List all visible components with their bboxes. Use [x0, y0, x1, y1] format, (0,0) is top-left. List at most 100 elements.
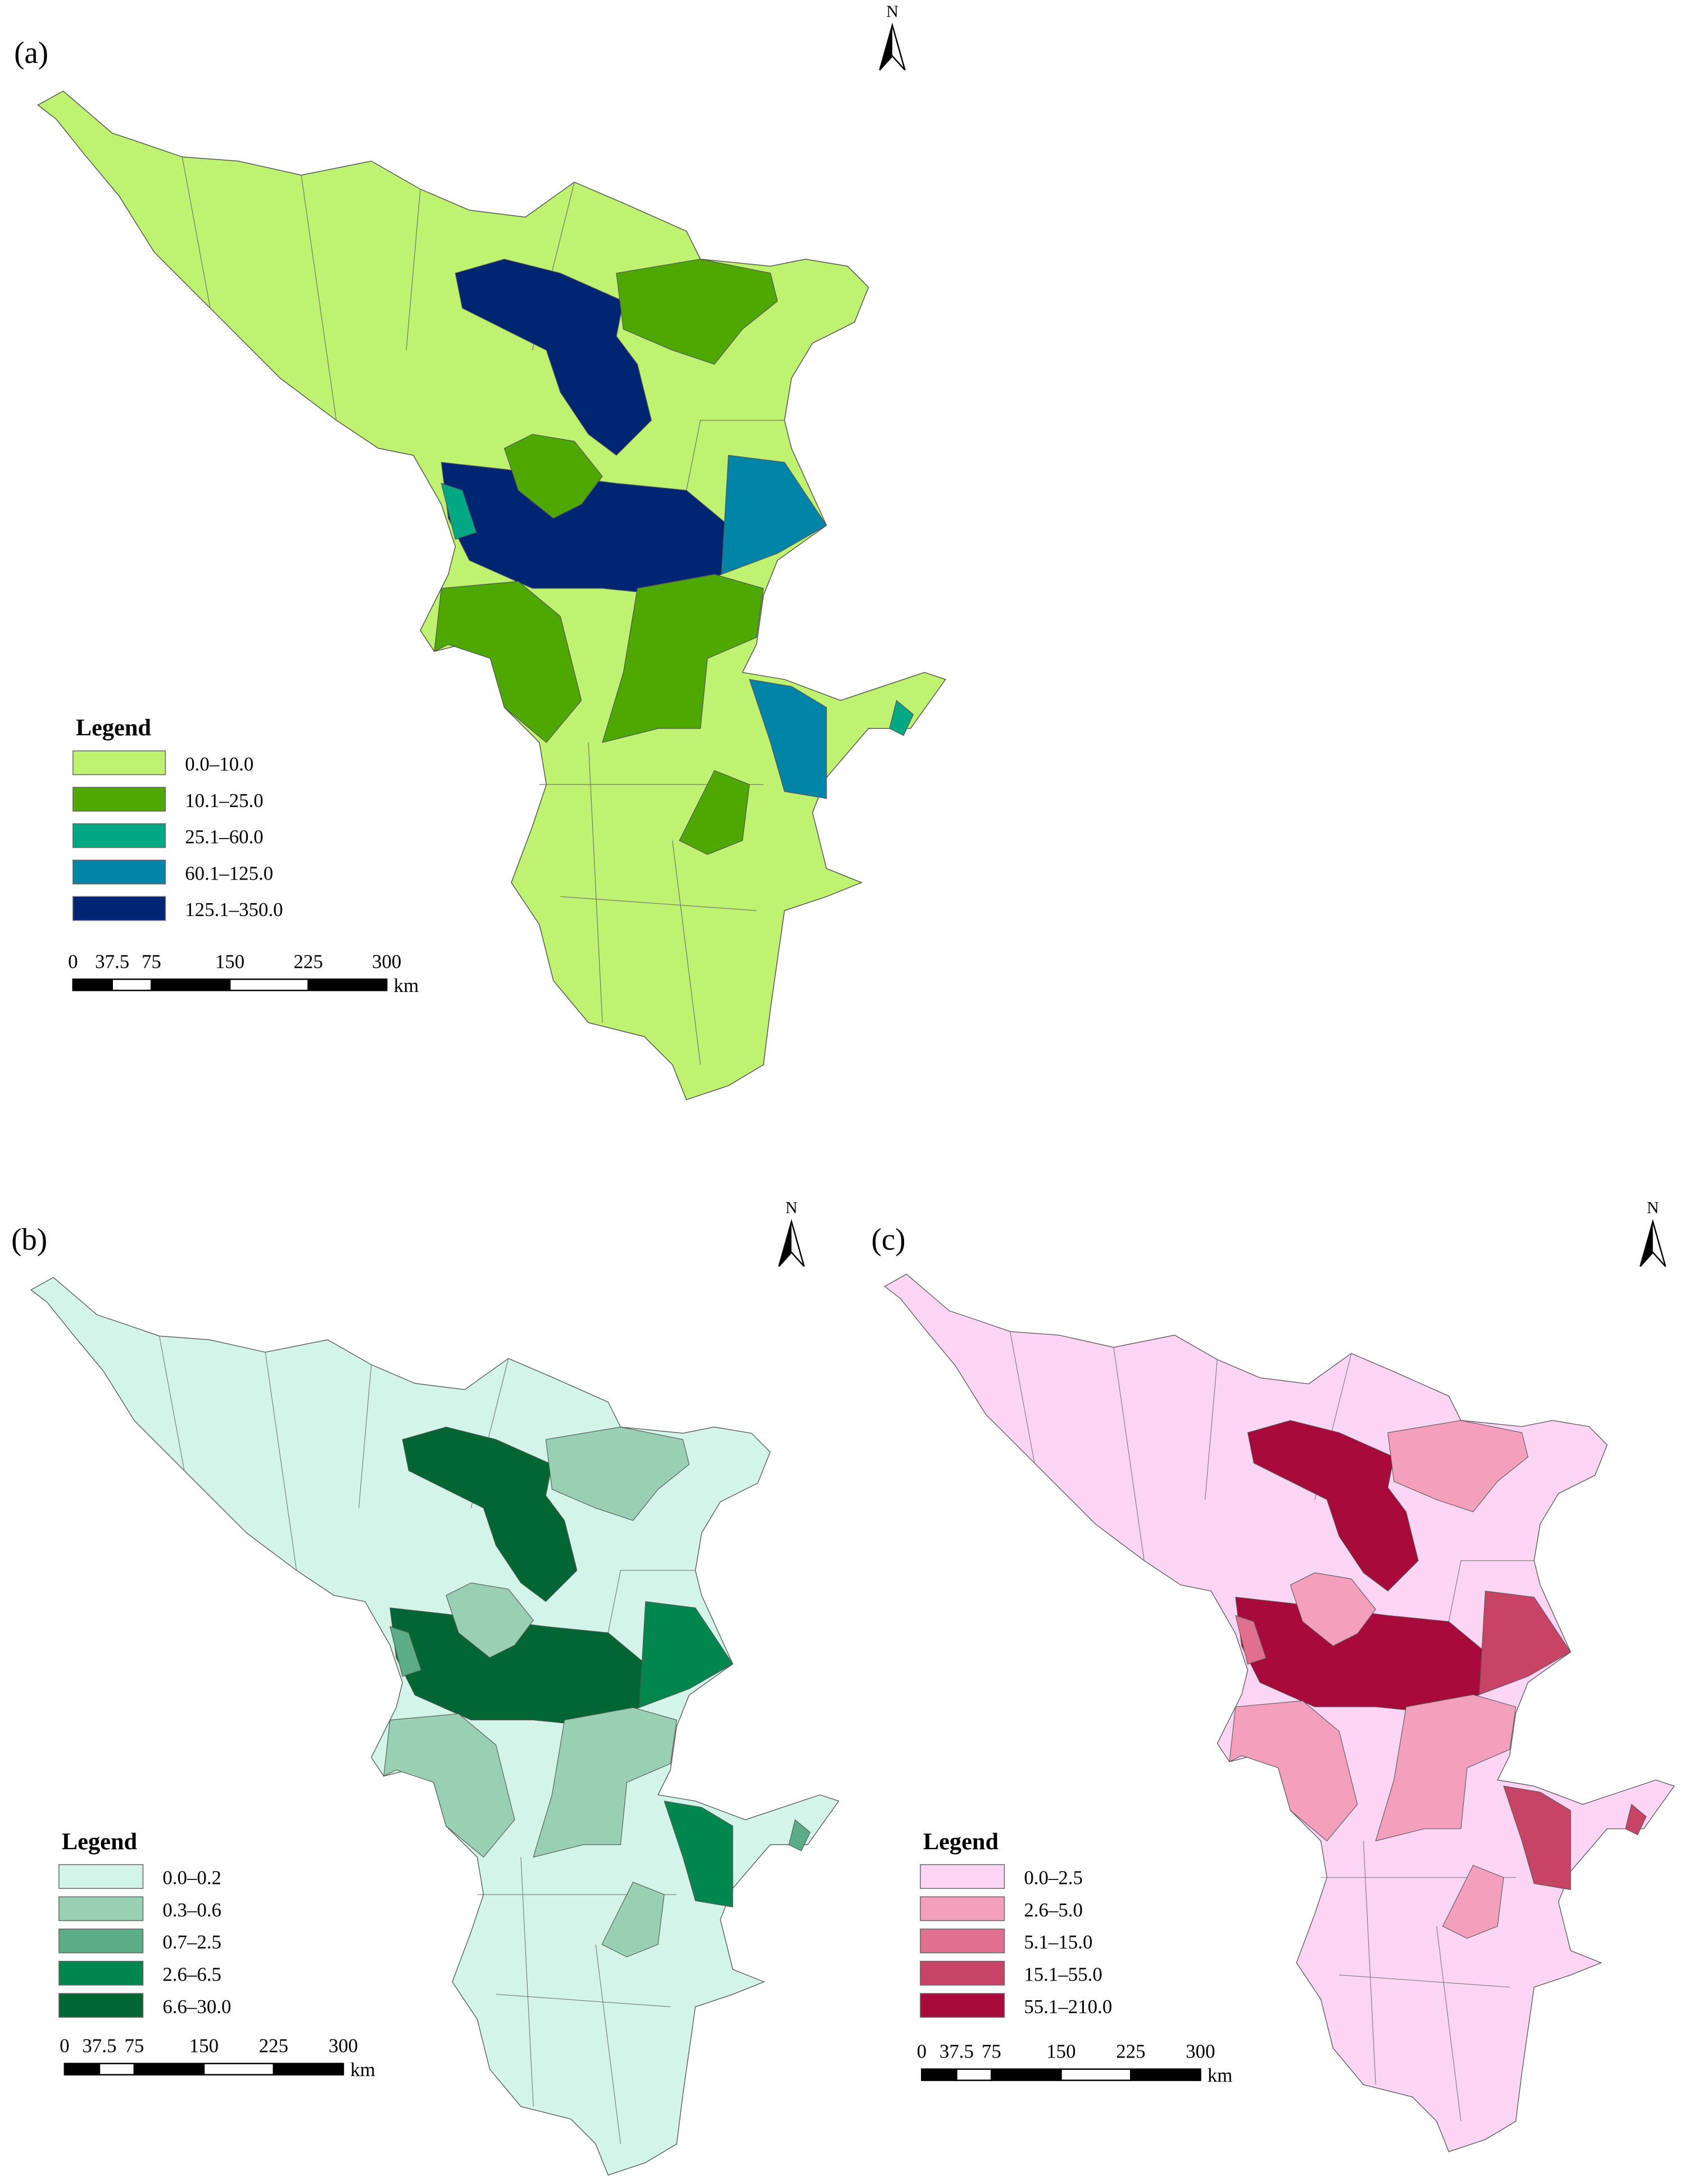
- scale-label: 225: [293, 950, 323, 972]
- boundary: [1363, 1841, 1376, 2085]
- map: [37, 90, 946, 1100]
- legend-swatch: [58, 1928, 144, 1954]
- boundary: [588, 742, 603, 1023]
- boundary: [520, 1857, 534, 2107]
- scale-label: 0: [60, 2035, 69, 2057]
- legend-swatch: [72, 823, 166, 848]
- scale-label: 225: [1116, 2041, 1145, 2063]
- legend-label: 25.1–60.0: [185, 826, 264, 848]
- region: [1235, 1615, 1267, 1665]
- legend-label: 0.0–0.2: [162, 1867, 221, 1889]
- scale-label: 300: [372, 950, 401, 972]
- legend-swatch: [72, 750, 166, 776]
- scale-segment: [956, 2068, 992, 2081]
- region: [441, 483, 477, 540]
- region: [402, 1426, 578, 1602]
- region: [1247, 1420, 1419, 1592]
- scale-unit: km: [1208, 2064, 1233, 2086]
- scale-segment: [307, 978, 388, 991]
- boundary: [686, 420, 785, 491]
- scale-label: 75: [142, 950, 161, 972]
- boundary: [1448, 1560, 1535, 1622]
- legend-title: Legend: [62, 1828, 138, 1855]
- legend-swatch: [920, 1993, 1005, 2018]
- boundary: [672, 840, 701, 1065]
- panel-label: (a): [14, 35, 48, 70]
- map: [30, 1277, 839, 2176]
- panel-label: (c): [872, 1222, 906, 1256]
- region: [1625, 1804, 1647, 1836]
- legend-swatch: [58, 1896, 144, 1922]
- scale-label: 75: [124, 2035, 144, 2057]
- region: [455, 259, 652, 456]
- scale-label: 0: [917, 2041, 927, 2063]
- boundary: [265, 1352, 297, 1571]
- legend-label: 125.1–350.0: [185, 899, 283, 921]
- boundary: [358, 1365, 372, 1508]
- legend-label: 6.6–30.0: [162, 1996, 231, 2018]
- legend-label: 55.1–210.0: [1024, 1996, 1112, 2018]
- boundary: [1010, 1331, 1035, 1463]
- boundary: [301, 175, 337, 420]
- north-label: N: [886, 2, 898, 21]
- scale-label: 37.5: [95, 950, 129, 972]
- region: [434, 581, 582, 743]
- legend-swatch: [58, 1864, 144, 1889]
- legend-swatch: [72, 787, 166, 812]
- boundary: [181, 157, 211, 309]
- region: [788, 1819, 811, 1852]
- region: [602, 574, 764, 743]
- legend-label: 10.1–25.0: [185, 790, 264, 812]
- region: [446, 1582, 534, 1659]
- scale-segment: [921, 2068, 957, 2081]
- boundary: [607, 1570, 696, 1633]
- legend-swatch: [920, 1896, 1005, 1922]
- region: [616, 259, 778, 365]
- region: [503, 434, 603, 519]
- legend-swatch: [58, 1993, 144, 2018]
- legend-label: 0.3–0.6: [162, 1899, 221, 1921]
- boundary: [1113, 1347, 1145, 1561]
- scale-label: 300: [329, 2035, 358, 2057]
- map: [884, 1274, 1675, 2153]
- region: [1387, 1420, 1528, 1512]
- region: [721, 455, 827, 575]
- scale-label: 300: [1186, 2041, 1215, 2063]
- region: [545, 1426, 690, 1521]
- legend-title: Legend: [923, 1828, 999, 1855]
- north-label: N: [1647, 1199, 1659, 1217]
- legend-swatch: [72, 896, 166, 921]
- scale-unit: km: [350, 2059, 375, 2081]
- region: [601, 1882, 665, 1958]
- scale-segment: [991, 2068, 1062, 2081]
- region: [1290, 1572, 1376, 1647]
- region: [533, 1707, 677, 1858]
- legend-label: 0.0–10.0: [185, 753, 253, 775]
- boundary: [560, 896, 757, 911]
- north-label: N: [786, 1199, 798, 1217]
- scale-label: 37.5: [939, 2041, 974, 2063]
- scale-segment: [1130, 2068, 1201, 2081]
- legend-label: 0.0–2.5: [1024, 1867, 1083, 1889]
- region: [748, 679, 827, 799]
- scale-segment: [133, 2063, 205, 2076]
- region: [664, 1800, 733, 1907]
- region: [889, 700, 914, 736]
- boundary: [159, 1336, 185, 1471]
- map-panel: (b) N Legend 0.0–0.2 0.3–0.6 0.7–2.5 2.6–6.5 6.…: [11, 1199, 839, 2176]
- scale-segment: [98, 2063, 135, 2076]
- legend-label: 2.6–5.0: [1024, 1899, 1083, 1921]
- scale-label: 225: [259, 2035, 288, 2057]
- legend-swatch: [920, 1960, 1005, 1986]
- legend-label: 15.1–55.0: [1024, 1964, 1102, 1986]
- boundary: [1205, 1359, 1218, 1500]
- region: [1442, 1865, 1504, 1939]
- region: [389, 1626, 422, 1677]
- scale-label: 0: [68, 950, 78, 972]
- map-panel: (c) N Legend 0.0–2.5 2.6–5.0 5.1–15.0 15.1–55.…: [872, 1199, 1675, 2153]
- region: [1375, 1694, 1517, 1842]
- scale-segment: [72, 978, 113, 991]
- region: [383, 1713, 515, 1858]
